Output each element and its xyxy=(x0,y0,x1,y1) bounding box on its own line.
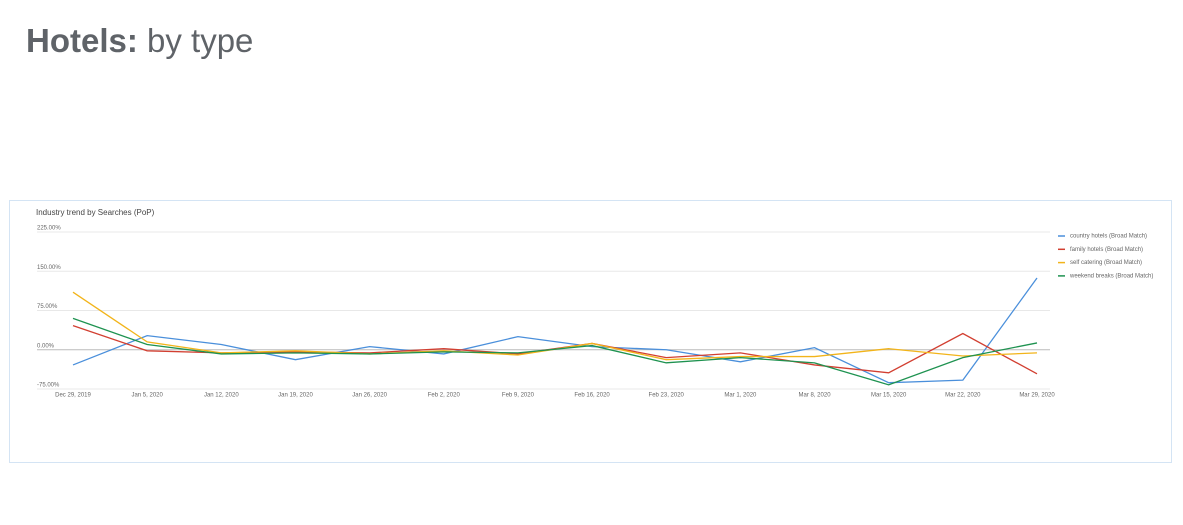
x-tick-label: Jan 12, 2020 xyxy=(204,393,239,399)
x-tick-label: Mar 1, 2020 xyxy=(724,393,757,399)
legend-label: country hotels (Broad Match) xyxy=(1070,234,1147,240)
x-tick-label: Feb 23, 2020 xyxy=(649,393,685,399)
x-tick-label: Feb 2, 2020 xyxy=(428,393,461,399)
line-series xyxy=(72,277,1038,384)
title-rest: by type xyxy=(147,22,254,59)
title-bold: Hotels: xyxy=(26,22,138,59)
x-tick-label: Mar 8, 2020 xyxy=(799,393,832,399)
chart-title: Industry trend by Searches (PoP) xyxy=(36,208,155,217)
chart-card xyxy=(9,200,1172,463)
x-tick-label: Mar 22, 2020 xyxy=(945,393,981,399)
y-tick-label: 225.00% xyxy=(37,226,61,232)
y-tick-label: -75.00% xyxy=(37,383,60,389)
x-tick-label: Mar 29, 2020 xyxy=(1019,393,1055,399)
legend-label: weekend breaks (Broad Match) xyxy=(1069,273,1153,279)
y-tick-label: 0.00% xyxy=(37,343,55,349)
page-title: Hotels: by type xyxy=(26,22,253,60)
x-tick-label: Jan 19, 2020 xyxy=(278,393,313,399)
x-tick-label: Jan 26, 2020 xyxy=(352,393,387,399)
line-series xyxy=(72,317,1038,386)
y-tick-label: 150.00% xyxy=(37,265,61,271)
x-tick-label: Mar 15, 2020 xyxy=(871,393,907,399)
x-tick-label: Feb 16, 2020 xyxy=(574,393,610,399)
legend-label: self catering (Broad Match) xyxy=(1070,260,1142,266)
x-tick-label: Feb 9, 2020 xyxy=(502,393,535,399)
legend-label: family hotels (Broad Match) xyxy=(1070,247,1143,253)
y-tick-label: 75.00% xyxy=(37,304,58,310)
x-tick-label: Jan 5, 2020 xyxy=(131,393,163,399)
x-tick-label: Dec 29, 2019 xyxy=(55,393,91,399)
